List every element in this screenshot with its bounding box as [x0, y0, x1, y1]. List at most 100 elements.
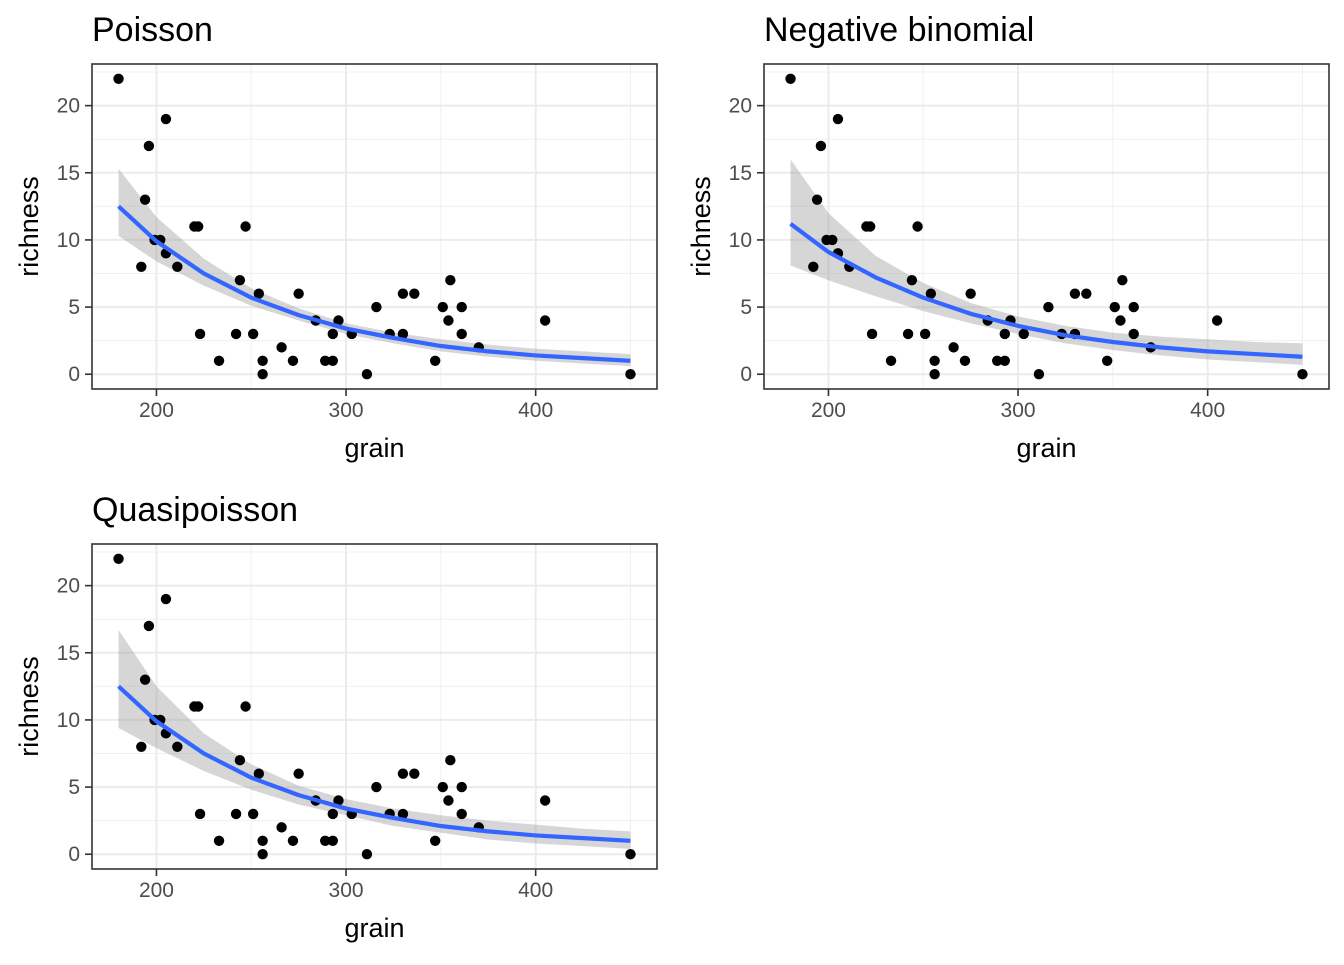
data-point: [139, 194, 151, 205]
data-point: [925, 288, 937, 299]
data-point: [253, 288, 265, 299]
y-tick-label: 15: [57, 162, 80, 185]
y-tick-label: 5: [68, 776, 80, 799]
y-tick-label: 0: [68, 363, 80, 386]
data-point: [625, 369, 636, 380]
x-tick-label: 200: [139, 879, 174, 902]
data-point: [230, 808, 242, 820]
data-point: [1069, 288, 1081, 299]
data-point: [999, 355, 1010, 366]
data-point: [959, 355, 971, 366]
data-point: [429, 835, 441, 846]
y-tick-label: 10: [57, 709, 80, 732]
data-point: [409, 768, 420, 779]
data-point: [276, 822, 287, 833]
data-point: [832, 113, 844, 125]
data-point: [320, 355, 331, 366]
data-point: [276, 342, 287, 353]
y-tick-label: 20: [729, 95, 752, 118]
data-point: [456, 781, 467, 793]
data-point: [1117, 275, 1128, 286]
data-point: [136, 261, 147, 272]
data-point: [1128, 301, 1139, 313]
y-tick-label: 15: [57, 642, 80, 665]
data-point: [139, 674, 151, 685]
plot-border: [91, 63, 658, 390]
gridlines: [92, 544, 657, 869]
data-point: [885, 355, 897, 366]
data-point: [113, 553, 124, 564]
data-point: [906, 275, 918, 286]
data-point: [1297, 369, 1308, 380]
data-point: [192, 701, 204, 712]
data-point: [253, 768, 265, 779]
data-point: [194, 328, 206, 340]
y-tick-label: 15: [729, 162, 752, 185]
data-point: [333, 315, 344, 326]
x-tick-label: 200: [811, 399, 846, 422]
data-point: [1115, 315, 1126, 326]
data-point: [397, 808, 409, 820]
data-point: [1101, 355, 1113, 366]
data-point: [785, 73, 796, 84]
data-point: [160, 113, 172, 125]
confidence-ribbon: [118, 629, 631, 849]
y-tick-label: 10: [729, 229, 752, 252]
data-point: [929, 369, 940, 380]
x-tick-label: 300: [1001, 399, 1036, 422]
x-tick-label: 200: [139, 399, 174, 422]
data-point: [864, 221, 876, 232]
x-tick-label: 400: [518, 399, 553, 422]
x-tick-label: 300: [329, 879, 364, 902]
data-point: [234, 275, 246, 286]
panel-1: 200 300 400 0 5 10 15 20 grain richness Poisson: [14, 11, 658, 463]
gridlines: [764, 64, 1329, 389]
data-point: [992, 355, 1003, 366]
data-point: [143, 620, 155, 632]
data-point: [247, 808, 259, 820]
data-point: [257, 369, 268, 380]
data-point: [240, 221, 251, 232]
data-point: [456, 808, 467, 820]
x-axis-title: grain: [344, 433, 404, 463]
data-point: [213, 835, 225, 846]
gridlines: [92, 64, 657, 389]
plot-border: [91, 543, 658, 870]
data-point: [327, 835, 338, 846]
data-point: [445, 275, 456, 286]
data-point: [539, 315, 551, 326]
data-point: [912, 221, 923, 232]
data-point: [1109, 301, 1120, 313]
plot-content: [113, 73, 636, 380]
panel-title: Poisson: [92, 11, 213, 49]
data-point: [1081, 288, 1092, 299]
data-point: [230, 328, 242, 340]
data-point: [999, 328, 1010, 340]
panel-title: Quasipoisson: [92, 491, 298, 529]
x-axis-title: grain: [344, 913, 404, 943]
data-point: [192, 221, 204, 232]
data-point: [443, 795, 454, 806]
data-point: [327, 355, 338, 366]
data-point: [293, 768, 304, 779]
data-point: [409, 288, 420, 299]
data-point: [1043, 301, 1054, 313]
y-axis-title: richness: [14, 656, 44, 757]
data-point: [327, 808, 338, 820]
data-point: [234, 755, 246, 766]
data-point: [136, 741, 147, 752]
data-point: [287, 835, 299, 846]
x-tick-label: 400: [518, 879, 553, 902]
data-point: [1211, 315, 1223, 326]
data-point: [333, 795, 344, 806]
y-tick-label: 10: [57, 229, 80, 252]
data-point: [257, 849, 268, 860]
data-point: [257, 835, 268, 846]
data-point: [1018, 328, 1029, 340]
data-point: [815, 140, 827, 152]
data-point: [902, 328, 914, 340]
panel-2: 200 300 400 0 5 10 15 20 grain richness Negative b…: [686, 11, 1330, 463]
fitted-line: [117, 204, 631, 363]
